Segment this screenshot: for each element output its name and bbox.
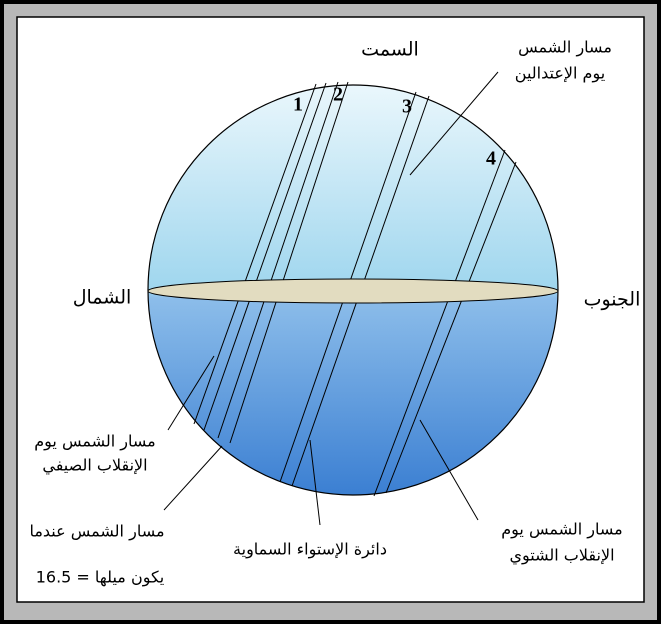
path-1b <box>203 82 327 431</box>
horizon <box>147 278 559 304</box>
winter-label: الإنقلاب الشتوي <box>509 546 614 566</box>
pointer-summer <box>167 355 215 431</box>
pointers <box>163 71 499 526</box>
declination-label: مسار الشمس عندما <box>29 522 164 542</box>
path-number: 3 <box>402 96 412 118</box>
path-2a <box>217 81 339 439</box>
equinox-label: يوم الإعتدالين <box>515 64 605 84</box>
zenith-label: السمت <box>361 39 419 61</box>
pointer-equator <box>309 439 321 526</box>
winter-label: مسار الشمس يوم <box>501 520 622 540</box>
declination-label: يكون ميلها = 16.5 <box>36 568 165 588</box>
north-label: الشمال <box>73 287 132 309</box>
equinox-label: مسار الشمس <box>518 38 612 58</box>
path-number: 1 <box>293 94 303 116</box>
path-1a <box>193 83 317 425</box>
path-4b <box>385 161 517 494</box>
path-number: 2 <box>333 84 343 106</box>
summer-label: مسار الشمس يوم <box>34 432 155 452</box>
pointer-declination <box>163 445 223 511</box>
path-2b <box>229 81 349 444</box>
pointer-winter <box>419 419 479 521</box>
path-number: 4 <box>486 148 496 170</box>
path-4a <box>373 149 506 497</box>
pointer-equinox <box>409 71 499 176</box>
south-label: الجنوب <box>584 289 641 311</box>
sun-paths <box>193 81 517 497</box>
equator-label: دائرة الإستواء السماوية <box>233 540 387 560</box>
summer-label: الإنقلاب الصيفي <box>42 456 147 476</box>
